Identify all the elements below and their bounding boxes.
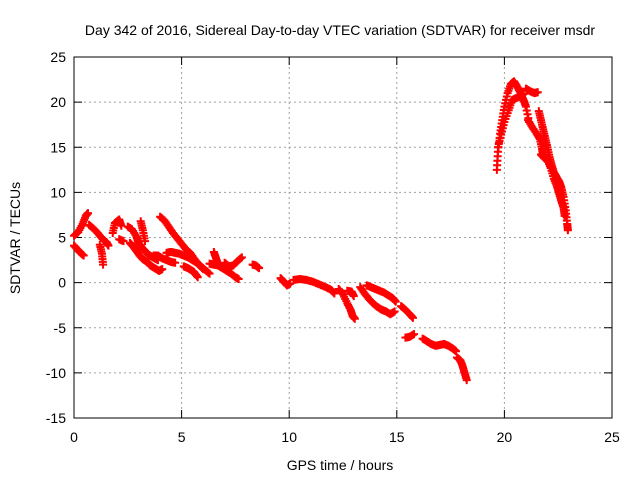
data-point [563,226,572,235]
data-point [83,209,92,218]
data-point [237,253,246,262]
data-point [141,237,150,246]
data-point [104,241,113,250]
y-axis-label: SDTVAR / TECUs [7,182,23,294]
y-tick-label: 15 [50,139,66,155]
data-point [350,314,359,323]
data-point [214,260,223,269]
data-point [205,269,214,278]
y-tick-label: -15 [46,410,66,426]
data-point [349,292,358,301]
x-tick-label: 5 [178,429,186,445]
data-point [171,258,180,267]
data-point [391,297,400,306]
y-tick-label: 0 [58,275,66,291]
data-point [193,273,202,282]
y-tick-label: 5 [58,230,66,246]
y-tick-label: -5 [54,320,67,336]
x-tick-label: 20 [497,429,513,445]
x-axis-label: GPS time / hours [287,457,394,473]
x-tick-label: 10 [281,429,297,445]
data-point [519,90,528,99]
data-point [158,265,167,274]
y-tick-label: 25 [50,49,66,65]
data-series [70,77,572,385]
chart-title: Day 342 of 2016, Sidereal Day-to-day VTE… [85,22,595,38]
x-tick-label: 0 [70,429,78,445]
x-tick-label: 25 [604,429,620,445]
y-tick-label: 10 [50,184,66,200]
data-point [79,251,88,260]
data-point [234,275,243,284]
data-point [408,313,417,322]
data-point [390,307,399,316]
data-point [560,211,569,220]
axis-ticks: 0 5 10 15 20 25 -15 -10 -5 0 5 10 15 20 25 [46,49,620,445]
x-tick-label: 15 [389,429,405,445]
data-point [410,330,419,339]
data-point [99,260,108,269]
data-point [451,347,460,356]
data-point [119,237,128,246]
data-point [255,264,264,273]
y-tick-label: -10 [46,365,66,381]
y-tick-label: 20 [50,94,66,110]
data-point [462,376,471,385]
data-point [330,289,339,298]
data-point [533,88,542,97]
